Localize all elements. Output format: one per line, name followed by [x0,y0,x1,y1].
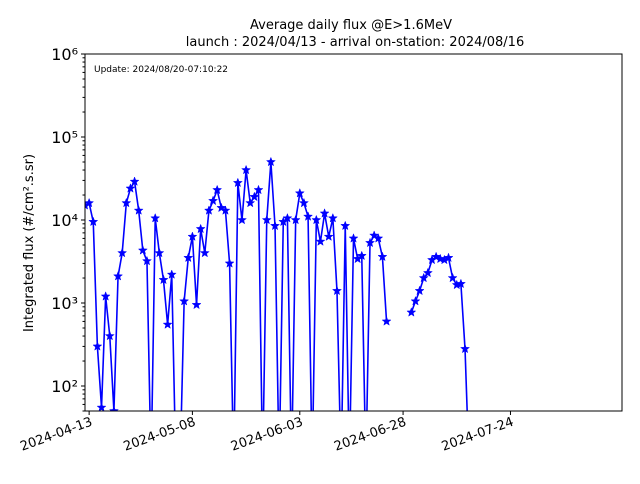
data-point [356,250,367,261]
data-point [88,216,99,227]
data-point [141,255,153,266]
data-point [269,220,281,231]
data-point [187,231,198,241]
data-point [212,184,223,195]
series-group [85,156,471,411]
data-point [455,278,466,289]
data-point [179,295,190,306]
data-point [183,252,194,263]
data-point [294,187,305,198]
axes: 10² 10³ 10⁴ 10⁵ 10⁶ 2024-04-13 2024-05-08 2024-… [18,45,515,455]
data-point [224,258,235,268]
data-point [216,202,227,213]
chart-subtitle: launch : 2024/04/13 - arrival on-station… [186,35,524,50]
data-point [327,212,338,223]
data-point [199,247,210,258]
data-point [410,295,421,306]
chart-title: Average daily flux @E>1.6MeV [250,18,452,33]
series-line [85,161,388,411]
y-tick-label: 10⁶ [51,45,78,64]
data-point [431,251,442,262]
data-point [311,214,322,225]
y-tick-label: 10² [51,377,78,396]
data-point [245,197,256,208]
y-tick-label: 10³ [51,294,78,313]
data-point [443,252,454,263]
data-point [290,214,301,225]
data-point [133,205,144,215]
data-point [129,176,140,186]
data-point [166,269,177,279]
data-point [253,184,264,195]
plot-frame [84,53,623,412]
data-point [121,197,132,208]
data-point [241,164,252,175]
data-point [100,291,111,301]
data-point [249,191,260,202]
data-point [162,319,173,329]
data-point [191,299,202,310]
plot-area [85,156,471,411]
data-point [208,195,219,206]
data-point [418,272,429,283]
x-tick-label: 2024-06-28 [332,415,408,455]
data-point [348,233,359,243]
data-point [373,233,384,243]
data-point [236,214,248,225]
data-point [381,316,392,326]
x-tick-label: 2024-05-08 [122,415,198,455]
data-point [117,247,128,258]
update-annotation: Update: 2024/08/20-07:10:22 [94,65,228,75]
data-point [406,307,417,317]
x-tick-label: 2024-07-24 [440,415,516,455]
data-point [158,274,169,285]
y-tick-label: 10⁴ [51,211,78,230]
data-point [414,285,425,296]
data-point [319,208,330,218]
y-axis-label: Integrated flux (#/cm².s.sr) [22,154,37,332]
data-point [340,220,351,231]
data-point [459,343,471,354]
data-point [315,236,326,246]
data-point [331,285,343,296]
data-point [125,183,136,193]
data-point [364,237,376,248]
data-point [447,272,458,283]
x-tick-label: 2024-04-13 [18,415,94,455]
data-point [323,231,334,241]
data-point [377,251,388,262]
data-point [85,197,95,208]
data-point [282,212,293,223]
data-point [150,212,161,223]
data-point [203,205,214,215]
data-point [96,402,107,411]
data-point [261,214,272,225]
data-point [137,245,148,255]
data-point [265,156,276,167]
data-point [298,197,309,208]
data-point [92,341,103,351]
data-point [232,177,243,188]
data-point [112,270,124,281]
data-point [104,330,115,341]
data-point [220,205,231,215]
x-tick-label: 2024-06-03 [229,415,305,455]
data-point [154,247,165,258]
data-point [303,211,314,221]
data-point [195,223,206,234]
y-tick-label: 10⁵ [51,128,78,147]
data-point [422,267,433,278]
data-point [108,405,119,411]
